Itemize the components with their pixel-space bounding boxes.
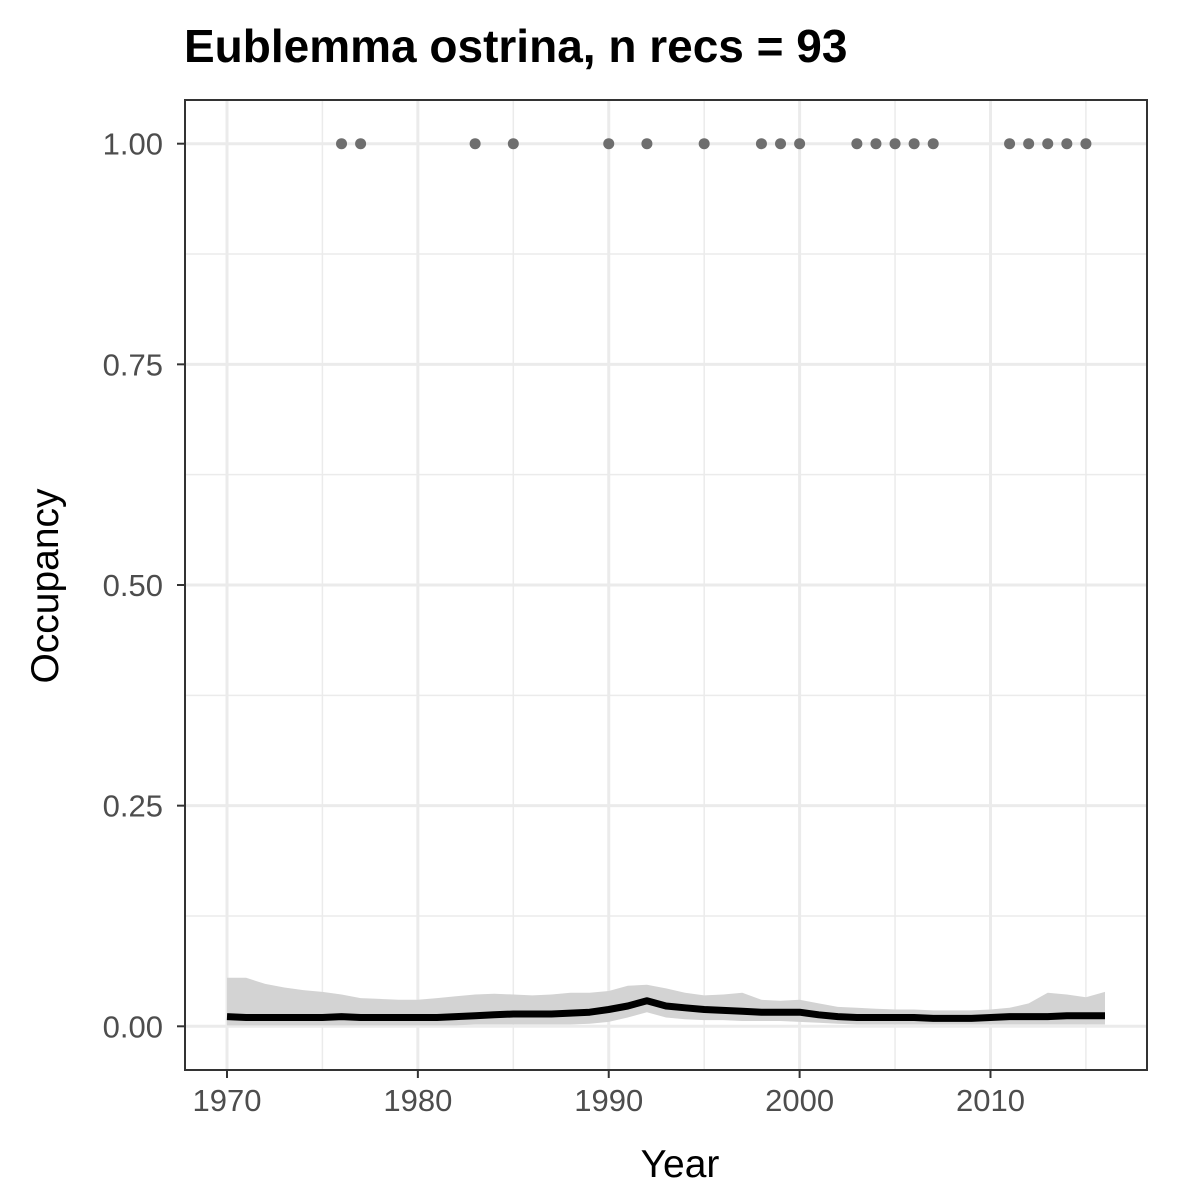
record-point [908, 138, 920, 150]
record-point [336, 138, 348, 150]
x-tick-label: 2010 [956, 1083, 1025, 1118]
record-point [1004, 138, 1016, 150]
record-point [469, 138, 481, 150]
record-point [851, 138, 863, 150]
occupancy-line [226, 997, 1105, 1022]
x-tick-label: 2000 [765, 1083, 834, 1118]
record-point [1023, 138, 1035, 150]
record-point [355, 138, 367, 150]
record-point [507, 138, 519, 150]
x-tick-label: 1970 [193, 1083, 262, 1118]
y-axis: 0.00 0.25 0.50 0.75 1.00 [103, 127, 185, 1044]
record-point [755, 138, 767, 150]
y-tick-label: 0.00 [103, 1009, 163, 1044]
record-point [870, 138, 882, 150]
y-tick-label: 0.50 [103, 568, 163, 603]
major-gridlines [185, 100, 1147, 1070]
record-point [927, 138, 939, 150]
record-point [889, 138, 901, 150]
record-point [603, 138, 615, 150]
record-point [698, 138, 710, 150]
confidence-ribbon-layer [227, 977, 1105, 1026]
record-point [794, 138, 806, 150]
record-point [1061, 138, 1073, 150]
x-tick-label: 1980 [383, 1083, 452, 1118]
y-tick-label: 1.00 [103, 127, 163, 162]
record-point [1080, 138, 1092, 150]
x-tick-label: 1990 [574, 1083, 643, 1118]
record-point [641, 138, 653, 150]
confidence-ribbon [227, 977, 1105, 1026]
record-point [1042, 138, 1054, 150]
occupancy-line-layer [226, 997, 1105, 1022]
y-tick-label: 0.25 [103, 789, 163, 824]
y-tick-label: 0.75 [103, 347, 163, 382]
x-axis-label: Year [641, 1143, 720, 1186]
y-axis-label: Occupancy [24, 488, 67, 684]
chart-title: Eublemma ostrina, n recs = 93 [184, 20, 847, 72]
x-axis: 1970 1980 1990 2000 2010 [193, 1070, 1025, 1118]
record-point [775, 138, 787, 150]
record-points-layer [336, 138, 1092, 150]
